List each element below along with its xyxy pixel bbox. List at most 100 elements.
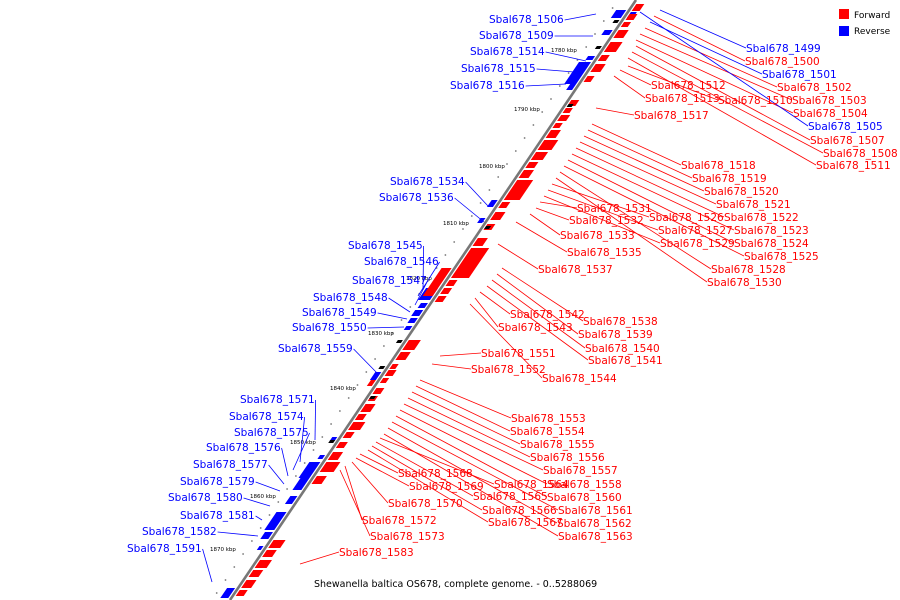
gene-feature xyxy=(610,10,627,18)
leader-line xyxy=(367,326,405,329)
gene-feature xyxy=(484,226,492,229)
leader-line xyxy=(575,147,725,218)
gene-label: Sbal678_1576 xyxy=(206,442,281,454)
gene-label: Sbal678_1545 xyxy=(348,240,423,252)
leader-line xyxy=(469,303,543,379)
gene-label: Sbal678_1570 xyxy=(388,498,463,510)
gene-label: Sbal678_1501 xyxy=(762,69,837,81)
leader-line xyxy=(496,273,579,335)
leader-line xyxy=(579,141,717,205)
gene-feature xyxy=(450,248,490,278)
axis-tick-dot xyxy=(514,150,517,152)
gene-label: Sbal678_1518 xyxy=(681,160,756,172)
leader-line xyxy=(474,297,499,328)
leader-line xyxy=(403,403,544,471)
gene-feature xyxy=(566,104,574,107)
axis-tick-label: 1780 kbp xyxy=(551,48,577,54)
axis-tick-dot xyxy=(365,371,368,373)
gene-label: Sbal678_1541 xyxy=(588,355,663,367)
legend-reverse-label: Reverse xyxy=(854,27,891,37)
axis-tick-dot xyxy=(303,462,306,464)
axis-tick-label: 1810 kbp xyxy=(443,221,469,227)
axis-tick-label: 1790 kbp xyxy=(514,107,540,113)
gene-feature xyxy=(552,123,563,128)
gene-label: Sbal678_1502 xyxy=(777,82,852,94)
gene-label: Sbal678_1515 xyxy=(461,63,536,75)
gene-label: Sbal678_1511 xyxy=(816,160,891,172)
gene-feature xyxy=(562,108,573,113)
gene-label: Sbal678_1528 xyxy=(711,264,786,276)
gene-feature xyxy=(395,340,403,343)
gene-feature xyxy=(625,14,638,20)
gene-label: Sbal678_1559 xyxy=(278,343,353,355)
leader-line xyxy=(535,207,570,221)
gene-label: Sbal678_1550 xyxy=(292,322,367,334)
leader-line xyxy=(395,415,548,498)
axis-tick-dot xyxy=(339,410,341,412)
gene-feature xyxy=(407,318,418,323)
axis-tick-dot xyxy=(251,540,253,542)
axis-tick-dot xyxy=(532,124,535,126)
gene-label: Sbal678_1540 xyxy=(585,343,660,355)
gene-label: Sbal678_1546 xyxy=(364,256,439,268)
axis-tick-dot xyxy=(330,423,332,425)
gene-label: Sbal678_1565 xyxy=(473,491,548,503)
leader-line xyxy=(299,416,305,463)
leader-line xyxy=(314,399,316,441)
gene-feature xyxy=(537,140,559,150)
gene-feature xyxy=(220,588,236,598)
gene-label: Sbal678_1522 xyxy=(724,212,799,224)
gene-feature xyxy=(477,218,486,223)
gene-label: Sbal678_1572 xyxy=(362,515,437,527)
leader-line xyxy=(525,83,567,87)
gene-feature xyxy=(583,76,595,82)
gene-label: Sbal678_1560 xyxy=(547,492,622,504)
leader-line xyxy=(559,171,712,270)
gene-label: Sbal678_1567 xyxy=(488,517,563,529)
leader-line xyxy=(202,548,213,583)
axis-tick-dot xyxy=(567,72,570,74)
gene-label: Sbal678_1523 xyxy=(734,225,809,237)
leader-line xyxy=(536,68,575,73)
axis-tick-dot xyxy=(497,176,500,178)
tick-group: 1780 kbp 1790 kbp 1800 kbp 1810 kbp 1820 kbp… xyxy=(210,7,614,594)
leader-line xyxy=(563,165,745,257)
axis-tick-dot xyxy=(215,592,218,594)
gene-label: Sbal678_1525 xyxy=(744,251,819,263)
gene-label: Sbal678_1552 xyxy=(471,364,546,376)
leader-line xyxy=(564,13,597,21)
leader-line xyxy=(431,363,472,370)
gene-feature xyxy=(369,396,376,399)
leader-line xyxy=(515,221,568,253)
axis-tick-dot xyxy=(321,436,324,438)
gene-label: Sbal678_1521 xyxy=(716,199,791,211)
legend: Forward Reverse xyxy=(839,9,891,37)
gene-feature xyxy=(248,570,264,577)
gene-label: Sbal678_1532 xyxy=(569,215,644,227)
leader-line xyxy=(377,312,408,320)
gene-label: Sbal678_1516 xyxy=(450,80,525,92)
leader-line xyxy=(571,153,735,231)
gene-label: Sbal678_1505 xyxy=(808,121,883,133)
gene-label: Sbal678_1561 xyxy=(558,505,633,517)
leader-line xyxy=(422,245,424,291)
axis-tick-dot xyxy=(523,137,526,139)
gene-feature xyxy=(445,280,458,286)
gene-label: Sbal678_1499 xyxy=(746,43,821,55)
gene-feature xyxy=(348,422,366,430)
gene-feature xyxy=(613,30,629,38)
gene-label: Sbal678_1509 xyxy=(479,30,554,42)
gene-feature xyxy=(241,580,257,588)
gene-label: Sbal678_1503 xyxy=(792,95,867,107)
leader-line xyxy=(486,285,589,361)
leader-line xyxy=(627,65,719,101)
axis-tick-dot xyxy=(295,475,297,477)
gene-label: Sbal678_1544 xyxy=(542,373,617,385)
gene-label: Sbal678_1583 xyxy=(339,547,414,559)
gene-feature xyxy=(389,364,399,369)
gene-label: Sbal678_1556 xyxy=(530,452,605,464)
gene-label: Sbal678_1507 xyxy=(810,135,885,147)
axis-tick-dot xyxy=(444,254,447,256)
